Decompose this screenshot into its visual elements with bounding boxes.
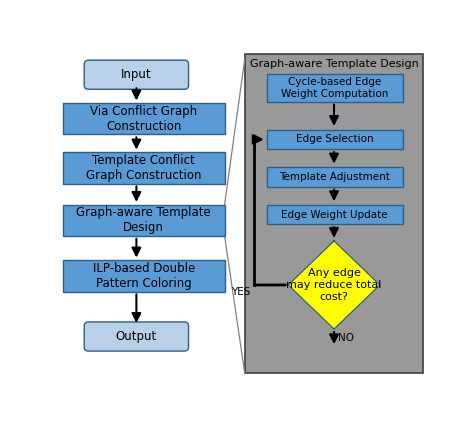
Text: Cycle-based Edge
Weight Computation: Cycle-based Edge Weight Computation bbox=[281, 77, 389, 99]
Text: Input: Input bbox=[121, 68, 152, 81]
Text: Any edge
may reduce total
cost?: Any edge may reduce total cost? bbox=[286, 268, 382, 302]
Text: YES: YES bbox=[231, 286, 250, 297]
Text: Output: Output bbox=[116, 330, 157, 343]
FancyBboxPatch shape bbox=[245, 54, 423, 373]
Text: Via Conflict Graph
Construction: Via Conflict Graph Construction bbox=[90, 105, 197, 133]
Polygon shape bbox=[288, 241, 380, 329]
FancyBboxPatch shape bbox=[267, 74, 403, 102]
FancyBboxPatch shape bbox=[267, 205, 403, 224]
Text: NO: NO bbox=[338, 333, 355, 343]
FancyBboxPatch shape bbox=[63, 153, 225, 184]
FancyBboxPatch shape bbox=[63, 205, 225, 236]
FancyBboxPatch shape bbox=[63, 103, 225, 134]
Text: Template Conflict
Graph Construction: Template Conflict Graph Construction bbox=[86, 154, 201, 182]
Text: Edge Weight Update: Edge Weight Update bbox=[282, 210, 388, 220]
Text: Edge Selection: Edge Selection bbox=[296, 134, 374, 145]
Text: Template Adjustment: Template Adjustment bbox=[279, 172, 390, 182]
FancyBboxPatch shape bbox=[84, 60, 189, 89]
FancyBboxPatch shape bbox=[267, 130, 403, 149]
Text: Graph-aware Template Design: Graph-aware Template Design bbox=[250, 59, 419, 69]
Text: Graph-aware Template
Design: Graph-aware Template Design bbox=[76, 207, 211, 234]
Text: ILP-based Double
Pattern Coloring: ILP-based Double Pattern Coloring bbox=[92, 262, 195, 290]
FancyBboxPatch shape bbox=[267, 167, 403, 187]
FancyBboxPatch shape bbox=[84, 322, 189, 351]
FancyBboxPatch shape bbox=[63, 261, 225, 292]
